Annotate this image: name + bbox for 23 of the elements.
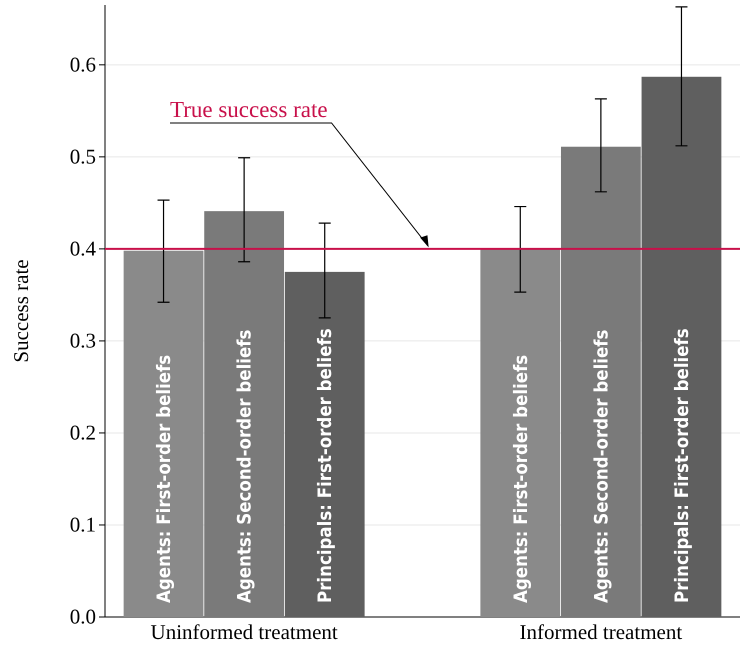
series-label: Principals: First-order beliefs xyxy=(315,328,336,603)
bar xyxy=(124,250,204,617)
y-tick-label: 0.1 xyxy=(70,512,96,537)
x-tick-label: Informed treatment xyxy=(520,620,682,644)
text: Principals: First-order beliefs xyxy=(672,328,693,603)
bar xyxy=(284,272,365,617)
y-tick-label: 0.0 xyxy=(70,604,96,629)
series-label: Agents: First-order beliefs xyxy=(154,354,176,603)
bar xyxy=(560,146,641,617)
y-tick-label: 0.2 xyxy=(70,420,96,445)
text: Agents: Second-order beliefs xyxy=(591,330,612,603)
y-tick-label: 0.5 xyxy=(70,144,96,169)
series-label: Agents: Second-order beliefs xyxy=(234,330,256,603)
bar xyxy=(480,248,560,617)
bar xyxy=(204,211,284,617)
y-tick-label: 0.4 xyxy=(70,236,96,261)
x-tick-label: Uninformed treatment xyxy=(150,620,338,644)
y-tick-label: 0.3 xyxy=(70,328,96,353)
y-tick-label: 0.6 xyxy=(70,52,96,77)
text: Agents: First-order beliefs xyxy=(510,354,532,603)
ref-line-label: True success rate xyxy=(170,97,328,122)
bar xyxy=(642,76,722,617)
y-axis-title: Success rate xyxy=(9,259,33,363)
